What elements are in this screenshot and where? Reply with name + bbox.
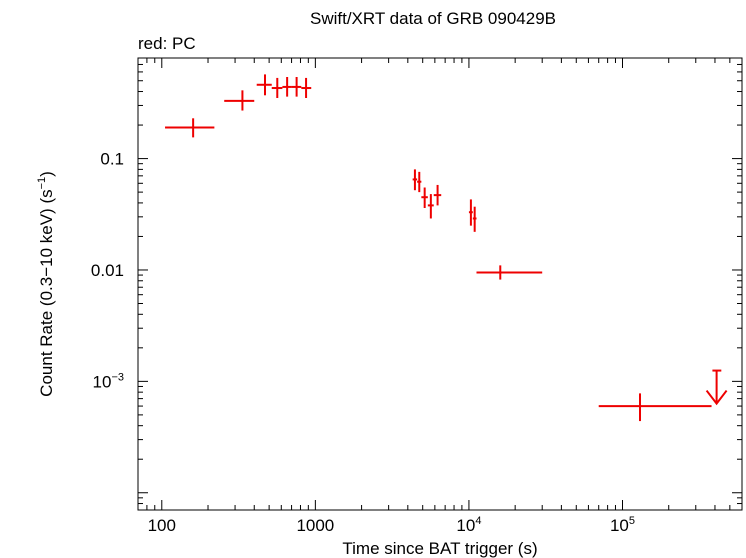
y-axis-label-main: Count Rate (0.3−10 keV) (s [37, 189, 56, 396]
data-point [427, 194, 434, 219]
y-axis-label-end: ) [37, 171, 56, 177]
data-point [412, 169, 418, 191]
data-point [301, 77, 312, 98]
axis-ticks [137, 57, 743, 511]
x-tick-label: 104 [456, 515, 481, 535]
y-axis-label-sup: −1 [36, 177, 48, 190]
data-point [468, 199, 473, 226]
data-point [598, 393, 712, 422]
y-tick-label: 0.01 [91, 261, 124, 280]
data-point [256, 74, 272, 96]
data-point [282, 77, 292, 97]
data-point [433, 184, 442, 206]
data-point [224, 90, 255, 111]
data-point [476, 265, 543, 280]
axis-tick-labels: 100 1000 104 105 0.1 0.01 10−3 [91, 150, 635, 535]
plot-frame [137, 57, 743, 511]
x-tick-label: 1000 [296, 516, 334, 535]
data-point [271, 77, 283, 98]
x-tick-label: 100 [148, 516, 176, 535]
data-point [165, 118, 215, 138]
y-tick-label: 0.1 [100, 150, 124, 169]
data-point [291, 77, 302, 97]
data-series [165, 74, 728, 422]
y-tick-label: 10−3 [93, 371, 124, 391]
chart-subtitle: red: PC [138, 34, 196, 53]
upper-limit-point [705, 369, 728, 406]
x-tick-label: 105 [610, 515, 635, 535]
x-axis-label: Time since BAT trigger (s) [342, 539, 537, 558]
upper-limit-arrow-icon [705, 389, 728, 406]
chart-title: Swift/XRT data of GRB 090429B [310, 9, 556, 28]
data-point [472, 206, 477, 232]
data-point [421, 187, 428, 209]
y-axis-label: Count Rate (0.3−10 keV) (s−1) [36, 171, 56, 397]
data-point [417, 171, 422, 193]
